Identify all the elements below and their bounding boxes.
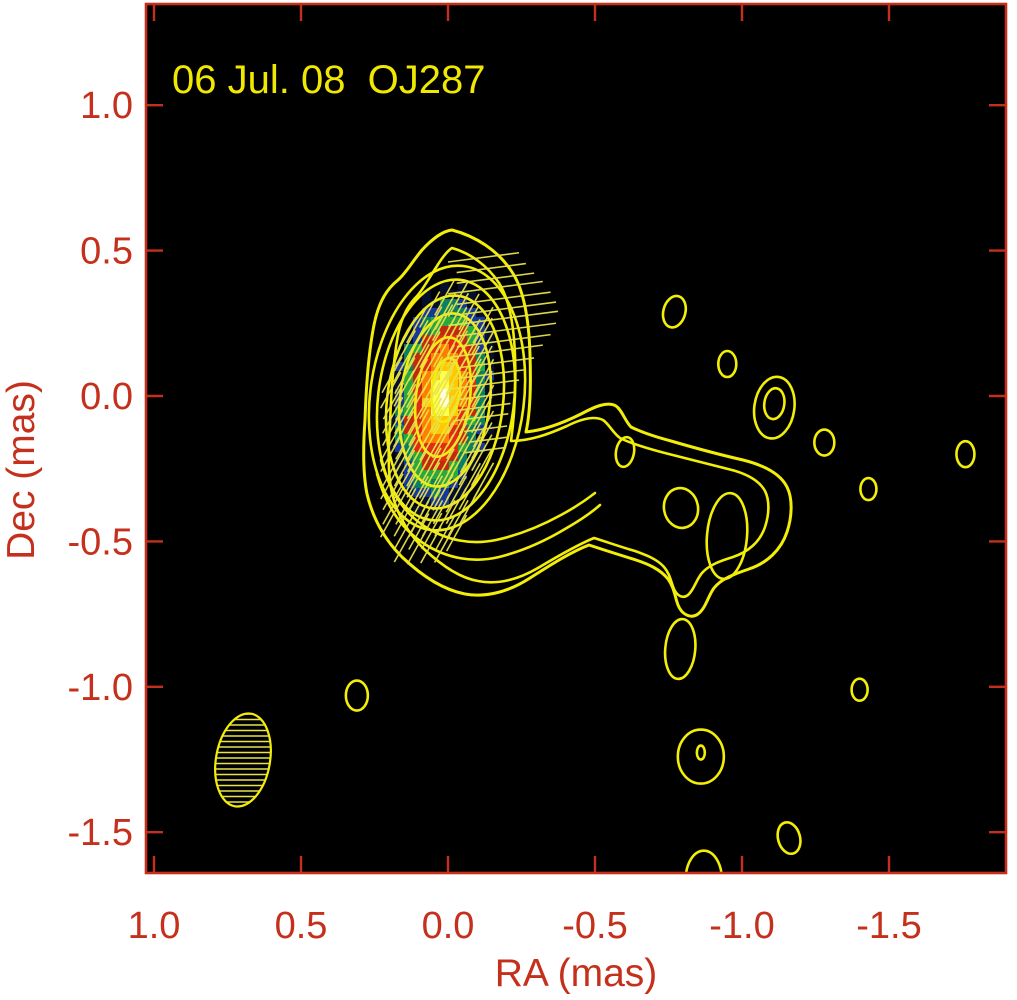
contour-outer-2	[387, 246, 770, 599]
plot-area	[146, 4, 1006, 873]
component-contour	[955, 439, 976, 469]
axis-frame	[144, 2, 1008, 875]
y-tick-label: -0.5	[68, 521, 133, 563]
contour-sweep-2	[375, 472, 602, 561]
x-tick-label: -0.5	[562, 905, 627, 947]
contour-sweep-1	[379, 458, 597, 544]
y-tick-label: -1.0	[68, 667, 133, 709]
jet-loop-contour	[705, 491, 749, 581]
component-contour	[676, 728, 726, 785]
x-tick-label: 0.0	[422, 905, 475, 947]
y-tick-label: -1.5	[68, 812, 133, 854]
axis-tick-labels: 1.0 0.5 0.0 -0.5 -1.0 -1.5 1.0 0.5 0.0 -0.5 -1.0 -1…	[68, 85, 922, 947]
jet-loop-contour	[614, 435, 636, 469]
component-contour	[813, 428, 836, 457]
y-tick-label: 1.0	[80, 85, 133, 127]
component-contour	[684, 849, 723, 873]
map-title: 06 Jul. 08 OJ287	[172, 58, 486, 102]
x-tick-label: -1.0	[709, 905, 774, 947]
component-inner-contour	[695, 744, 707, 761]
x-tick-label: -1.5	[856, 905, 921, 947]
x-tick-label: 0.5	[275, 905, 328, 947]
y-axis-label: Dec (mas)	[0, 380, 43, 560]
contour-outer-1	[362, 228, 793, 618]
pol-ticks-core	[379, 279, 495, 565]
core-contour	[367, 264, 527, 532]
jet-inner-contours	[614, 435, 749, 581]
pol-ticks-outer	[447, 251, 559, 454]
component-contour	[716, 349, 738, 379]
component-contours	[344, 294, 976, 873]
component-contour	[752, 375, 796, 440]
component-contour	[661, 294, 688, 329]
component-contour	[663, 617, 697, 681]
y-tick-label: 0.5	[80, 231, 133, 273]
component-contour	[776, 821, 802, 856]
x-tick-label: 1.0	[128, 905, 181, 947]
component-contour	[850, 677, 869, 703]
y-tick-label: 0.0	[80, 376, 133, 418]
component-contour	[859, 476, 878, 502]
axis-ticks	[146, 4, 1006, 873]
component-inner-contour	[762, 386, 786, 421]
x-axis-label: RA (mas)	[495, 952, 658, 995]
component-contour	[344, 679, 370, 712]
jet-loop-contour	[662, 486, 700, 530]
